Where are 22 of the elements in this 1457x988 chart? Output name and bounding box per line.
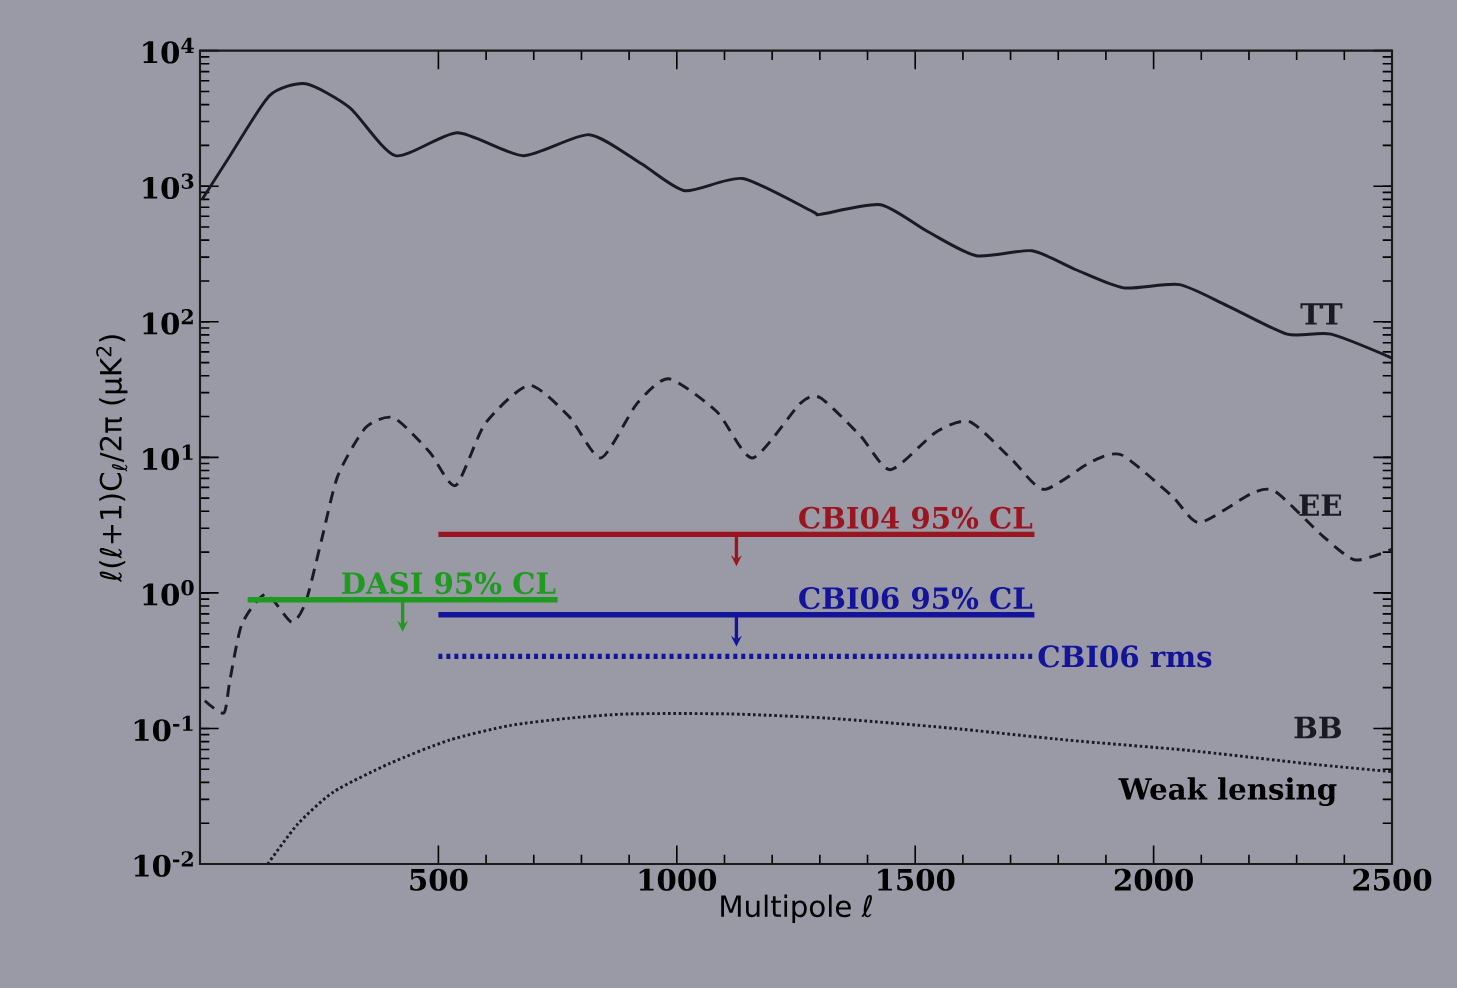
x-tick-label: 1500 [878,868,955,891]
y-tick-label: 10$^{0}$ [143,580,194,606]
x-axis-title: Multipole ℓ [721,894,872,923]
series-label: DASI 95% CL [342,572,556,595]
series-label: TT [1300,303,1343,325]
y-tick-label: 10$^{1}$ [143,444,193,471]
y-tick-label: 10$^{2}$ [143,308,193,335]
series-label: CBI04 95% CL [799,506,1033,529]
y-axis-title: ℓ(ℓ+1)C$_{ℓ}$/2π (μK$^{2}$) [96,335,128,583]
y-tick-label: 10$^{-2}$ [134,851,193,877]
y-tick-label: 10$^{4}$ [143,37,194,64]
series-label: BB [1294,716,1341,739]
series-label: EE [1299,494,1342,516]
annotation: Weak lensing [1118,777,1337,806]
x-tick-label: 1000 [639,868,717,891]
series-label: CBI06 rms [1038,645,1212,668]
y-tick-label: 10$^{-1}$ [134,715,193,742]
y-tick-label: 10$^{3}$ [143,173,194,200]
x-tick-label: 500 [410,868,468,891]
x-tick-label: 2000 [1114,868,1193,891]
x-tick-label: 2500 [1353,868,1432,891]
series-label: CBI06 95% CL [799,587,1033,610]
